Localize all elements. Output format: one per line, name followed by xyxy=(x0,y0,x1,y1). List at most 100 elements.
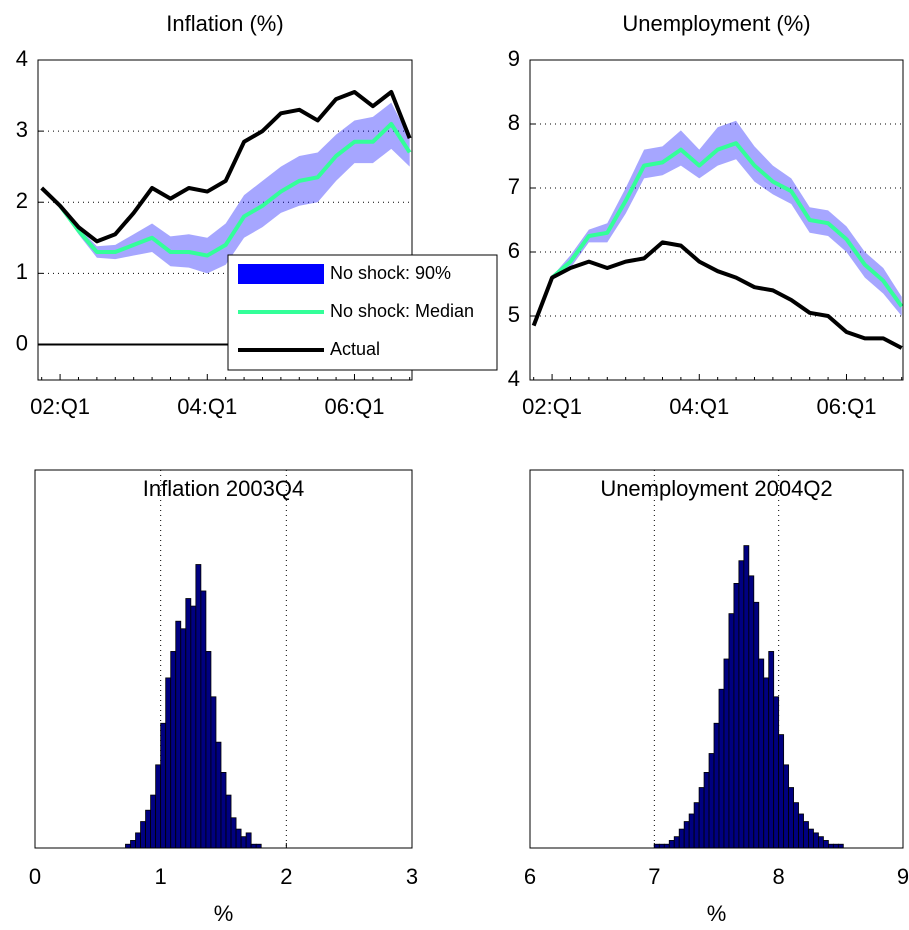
x-tick-label: 02:Q1 xyxy=(30,394,90,419)
bar xyxy=(738,560,745,849)
x-tick-label: 8 xyxy=(773,864,785,889)
x-tick-label: 04:Q1 xyxy=(177,394,237,419)
bar xyxy=(832,843,839,849)
y-tick-label: 9 xyxy=(508,46,520,71)
bar xyxy=(673,836,680,849)
x-tick-label: 2 xyxy=(280,864,292,889)
y-tick-label: 3 xyxy=(16,117,28,142)
bar xyxy=(758,658,765,849)
bar xyxy=(215,741,222,849)
bar xyxy=(200,590,207,849)
y-tick-label: 8 xyxy=(508,110,520,135)
bar xyxy=(255,843,262,849)
bar xyxy=(808,828,814,849)
bar xyxy=(798,813,804,849)
x-tick-label: 1 xyxy=(155,864,167,889)
bar xyxy=(190,605,197,849)
bar xyxy=(220,772,227,849)
legend-label: No shock: Median xyxy=(330,301,474,321)
x-tick-label: 06:Q1 xyxy=(817,394,877,419)
bar xyxy=(653,843,660,849)
band xyxy=(552,120,902,316)
legend-label: Actual xyxy=(330,339,380,359)
bar xyxy=(668,840,675,849)
bar xyxy=(693,802,700,849)
bar xyxy=(778,734,785,849)
chart-title: Unemployment (%) xyxy=(622,11,810,36)
bar xyxy=(793,802,799,849)
bar xyxy=(678,828,685,849)
bar xyxy=(135,832,141,849)
y-tick-label: 6 xyxy=(508,238,520,263)
chart-title: Inflation 2003Q4 xyxy=(143,476,304,501)
axes-box xyxy=(529,469,904,849)
bar xyxy=(728,613,735,849)
y-tick-label: 5 xyxy=(508,302,520,327)
bar xyxy=(788,787,794,849)
bar xyxy=(170,651,177,849)
legend: No shock: 90% No shock: Median Actual xyxy=(227,254,498,371)
x-axis-label: % xyxy=(707,901,727,926)
band xyxy=(60,102,410,274)
bar xyxy=(140,821,146,849)
bar xyxy=(773,696,780,849)
bar xyxy=(210,696,217,849)
line xyxy=(58,122,412,258)
axes-box xyxy=(529,59,904,381)
bar xyxy=(823,840,829,849)
y-tick-label: 4 xyxy=(16,46,28,71)
y-tick-label: 1 xyxy=(16,259,28,284)
bar xyxy=(748,575,755,849)
bar xyxy=(225,794,232,849)
legend-label: No shock: 90% xyxy=(330,263,451,283)
bar xyxy=(743,545,750,849)
chart-title: Inflation (%) xyxy=(166,11,283,36)
bar xyxy=(703,772,710,849)
y-tick-label: 0 xyxy=(16,330,28,355)
bar xyxy=(818,836,824,849)
bar xyxy=(828,843,834,849)
bar xyxy=(658,843,665,849)
bar xyxy=(837,843,844,849)
axes-box xyxy=(37,59,413,381)
bar xyxy=(813,832,819,849)
y-tick-label: 4 xyxy=(508,366,520,391)
bar xyxy=(180,628,187,849)
x-tick-label: 06:Q1 xyxy=(325,394,385,419)
bar xyxy=(768,651,775,849)
line xyxy=(40,90,412,244)
x-tick-label: 7 xyxy=(648,864,660,889)
bar xyxy=(205,651,212,849)
x-tick-label: 04:Q1 xyxy=(669,394,729,419)
bar xyxy=(230,817,237,849)
legend-swatch xyxy=(238,264,324,284)
bar xyxy=(160,722,167,849)
x-tick-label: 6 xyxy=(524,864,536,889)
bar xyxy=(698,787,705,849)
bar xyxy=(753,601,760,849)
chart-title: Unemployment 2004Q2 xyxy=(600,476,832,501)
bar xyxy=(185,598,192,849)
bar xyxy=(235,828,242,849)
bar xyxy=(803,821,809,849)
bar xyxy=(663,843,670,849)
bar xyxy=(175,620,182,849)
bar xyxy=(145,809,152,849)
x-axis-label: % xyxy=(214,901,234,926)
x-tick-label: 0 xyxy=(29,864,41,889)
bar xyxy=(713,722,720,849)
bar xyxy=(683,821,690,849)
bar xyxy=(240,836,247,849)
bar xyxy=(723,658,730,849)
bar xyxy=(245,832,252,849)
x-tick-label: 3 xyxy=(406,864,418,889)
bar xyxy=(763,677,770,849)
bar xyxy=(718,688,725,849)
bar xyxy=(150,794,157,849)
bar xyxy=(155,764,162,849)
bar xyxy=(733,583,740,849)
line xyxy=(550,141,904,308)
x-tick-label: 9 xyxy=(897,864,909,889)
